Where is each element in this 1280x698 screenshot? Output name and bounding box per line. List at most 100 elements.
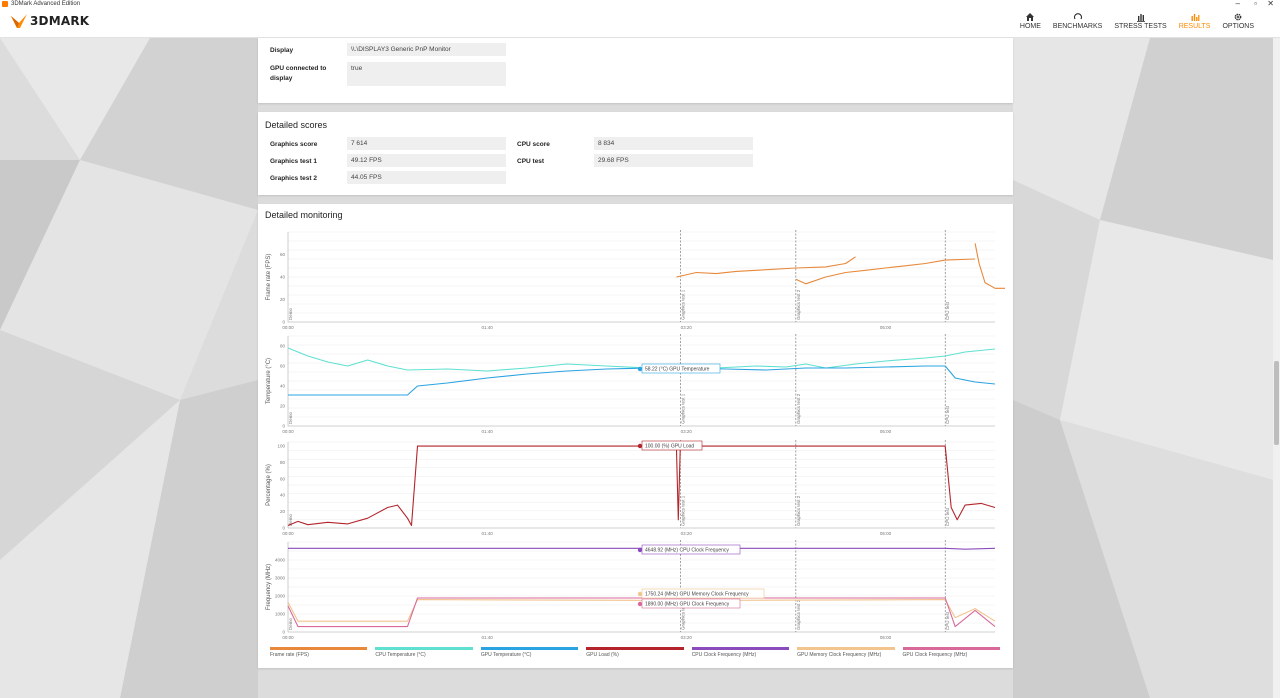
cpu-score-value: 8 834 xyxy=(594,137,753,150)
marker-label: Demo xyxy=(288,411,293,424)
x-tick-label: 01:40 xyxy=(482,325,494,330)
y-axis-label: Frame rate (FPS) xyxy=(266,254,272,301)
nav-label: STRESS TESTS xyxy=(1114,23,1167,30)
series-line xyxy=(287,597,996,628)
tooltip-text: 1750.24 (MHz) GPU Memory Clock Frequency xyxy=(645,592,749,598)
y-tick-label: 2000 xyxy=(275,594,286,599)
main-nav: HOME BENCHMARKS STRESS TESTS RESULTS OPTIONS xyxy=(1014,11,1260,30)
nav-label: HOME xyxy=(1019,23,1041,30)
tooltip-dot xyxy=(637,601,643,607)
logo-icon xyxy=(11,14,27,28)
nav-benchmarks[interactable]: BENCHMARKS xyxy=(1047,11,1108,30)
close-button[interactable]: ✕ xyxy=(1267,0,1274,8)
legend-item[interactable]: GPU Load (%) xyxy=(586,647,684,658)
nav-label: RESULTS xyxy=(1178,23,1211,30)
detailed-scores-panel: Detailed scores Graphics score 7 614 Gra… xyxy=(258,112,1013,195)
legend-label: GPU Clock Frequency (MHz) xyxy=(902,652,968,658)
legend-label: GPU Load (%) xyxy=(586,652,619,658)
marker-label: CPU test xyxy=(945,301,950,320)
marker-label: CPU test xyxy=(945,507,950,526)
y-axis-label: Percentage (%) xyxy=(266,464,272,506)
x-tick-label: 03:20 xyxy=(681,635,693,640)
y-axis-label: Temperature (°C) xyxy=(266,358,272,404)
y-tick-label: 60 xyxy=(280,476,286,481)
y-tick-label: 80 xyxy=(280,344,286,349)
x-tick-label: 00:00 xyxy=(282,635,294,640)
legend-item[interactable]: GPU Memory Clock Frequency (MHz) xyxy=(797,647,895,658)
chart-tooltip: 100.00 (%) GPU Load xyxy=(637,440,703,451)
x-tick-label: 05:00 xyxy=(880,429,892,434)
graphics-score-label: Graphics score xyxy=(270,141,318,148)
marker-label: Demo xyxy=(288,307,293,320)
chart-panel: 0 20 40 60 80 Temperature (°C) 00:00 01:40 03:20… xyxy=(266,334,996,434)
legend-item[interactable]: CPU Clock Frequency (MHz) xyxy=(691,647,790,658)
marker-label: Demo xyxy=(288,617,293,630)
y-tick-label: 40 xyxy=(280,275,286,280)
marker-label: CPU test xyxy=(945,405,950,424)
legend-swatch xyxy=(480,647,579,650)
chart-tooltip: 4648.92 (MHz) CPU Clock Frequency xyxy=(637,544,741,555)
series-line xyxy=(287,445,996,527)
system-info-panel: Display \\.\DISPLAY3 Generic PnP Monitor… xyxy=(258,38,1013,103)
detailed-monitoring-title: Detailed monitoring xyxy=(265,210,343,220)
tooltip-dot xyxy=(637,547,643,553)
y-tick-label: 40 xyxy=(280,493,286,498)
cpu-score-label: CPU score xyxy=(517,141,550,148)
nav-label: BENCHMARKS xyxy=(1052,23,1103,30)
marker-label: Graphics test 2 xyxy=(796,599,801,630)
x-tick-label: 01:40 xyxy=(482,429,494,434)
graphics-test2-value: 44.05 FPS xyxy=(347,171,506,184)
marker-label: Demo xyxy=(288,513,293,526)
detailed-scores-title: Detailed scores xyxy=(265,120,328,130)
graphics-test2-label: Graphics test 2 xyxy=(270,175,317,182)
graphics-score-value: 7 614 xyxy=(347,137,506,150)
marker-label: Graphics test 1 xyxy=(680,495,685,526)
minimize-button[interactable]: – xyxy=(1235,0,1240,8)
scrollbar-thumb[interactable] xyxy=(1274,361,1279,445)
nav-home[interactable]: HOME xyxy=(1014,11,1047,30)
x-tick-label: 01:40 xyxy=(482,635,494,640)
marker-label: Graphics test 2 xyxy=(796,393,801,424)
nav-options[interactable]: OPTIONS xyxy=(1216,11,1260,30)
y-tick-label: 20 xyxy=(280,297,286,302)
legend-item[interactable]: GPU Temperature (°C) xyxy=(480,647,579,658)
legend-swatch xyxy=(375,647,473,650)
y-tick-label: 0 xyxy=(282,630,285,635)
nav-results[interactable]: RESULTS xyxy=(1173,11,1217,30)
legend-label: GPU Temperature (°C) xyxy=(480,652,532,658)
legend-label: GPU Memory Clock Frequency (MHz) xyxy=(797,652,882,658)
y-tick-label: 20 xyxy=(280,509,286,514)
series-line xyxy=(288,547,996,550)
legend-item[interactable]: CPU Temperature (°C) xyxy=(375,647,473,658)
tooltip-text: 1890.00 (MHz) GPU Clock Frequency xyxy=(645,602,730,608)
marker-label: Graphics test 1 xyxy=(680,393,685,424)
app-logo: 3DMARK xyxy=(10,12,89,30)
x-tick-label: 05:00 xyxy=(880,325,892,330)
scrollbar[interactable] xyxy=(1273,38,1280,698)
y-tick-label: 20 xyxy=(280,404,286,409)
nav-stress-tests[interactable]: STRESS TESTS xyxy=(1108,11,1172,30)
y-tick-label: 0 xyxy=(282,526,285,531)
x-tick-label: 00:00 xyxy=(282,531,294,536)
x-tick-label: 03:20 xyxy=(681,531,693,536)
chart-tooltip: 1890.00 (MHz) GPU Clock Frequency xyxy=(637,598,741,609)
y-axis-label: Frequency (MHz) xyxy=(266,564,272,610)
y-tick-label: 4000 xyxy=(275,558,286,563)
y-tick-label: 60 xyxy=(280,252,286,257)
legend-item[interactable]: Frame rate (FPS) xyxy=(270,647,368,658)
legend-item[interactable]: GPU Clock Frequency (MHz) xyxy=(902,647,1000,658)
bar-chart-icon xyxy=(1136,11,1146,23)
maximize-button[interactable]: ▫ xyxy=(1254,0,1257,8)
x-tick-label: 05:00 xyxy=(880,635,892,640)
gpu-connected-value: true xyxy=(347,62,506,86)
graphics-test1-value: 49.12 FPS xyxy=(347,154,506,167)
monitoring-charts: 0 20 40 60 Frame rate (FPS) 00:00 01:40 03:20 05… xyxy=(266,230,1005,640)
chart-tooltip: 1750.24 (MHz) GPU Memory Clock Frequency xyxy=(637,588,765,599)
tooltip-text: 4648.92 (MHz) CPU Clock Frequency xyxy=(645,548,729,554)
gauge-icon xyxy=(1073,11,1083,23)
marker-label: CPU test xyxy=(945,611,950,630)
window-titlebar: 3DMark Advanced Edition – ▫ ✕ xyxy=(0,0,1280,8)
y-tick-label: 100 xyxy=(277,444,285,449)
legend-swatch xyxy=(902,647,1000,650)
